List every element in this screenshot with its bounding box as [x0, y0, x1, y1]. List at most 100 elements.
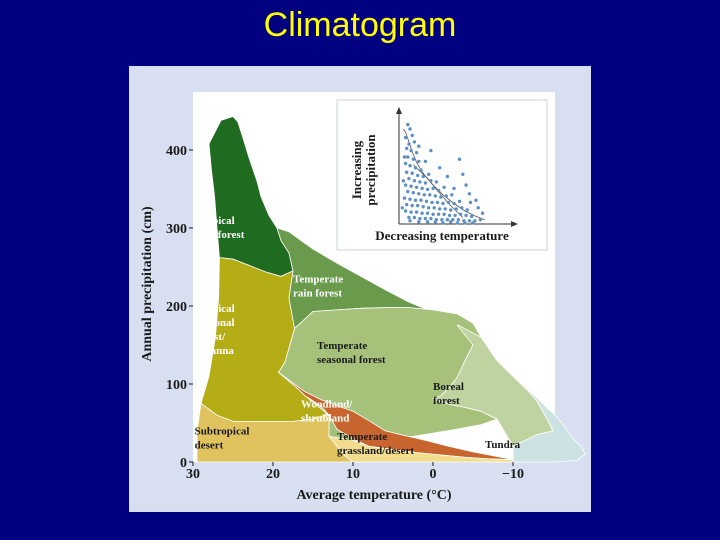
inset-data-point	[440, 218, 444, 222]
region-label-line: Subtropical	[195, 426, 250, 438]
inset-data-point	[433, 220, 437, 224]
inset-data-point	[473, 219, 477, 223]
inset-data-point	[413, 166, 418, 170]
inset-data-point	[427, 172, 431, 176]
inset-data-point	[449, 220, 453, 224]
inset-data-point	[403, 209, 408, 213]
inset-data-point	[414, 185, 419, 189]
inset-data-point	[450, 193, 454, 197]
inset-data-point	[438, 166, 442, 170]
inset-data-point	[425, 220, 430, 224]
region-label-line: Tropical	[195, 215, 234, 227]
region-label-line: rain forest	[195, 229, 244, 241]
inset-data-point	[402, 196, 407, 200]
inset-data-point	[416, 173, 420, 178]
region-temperate-grassland-desert	[328, 435, 514, 463]
y-tick-label: 400	[166, 144, 187, 159]
inset-data-point	[425, 187, 430, 192]
inset-data-point	[447, 213, 452, 218]
inset-data-point	[423, 181, 428, 185]
y-tick-label: 300	[166, 222, 187, 237]
climatogram-figure: Tropical rain forest Tropical seasonal fores…	[129, 66, 591, 512]
inset-data-point	[465, 208, 469, 212]
region-label-line: Boreal	[433, 381, 464, 393]
inset-data-point	[428, 193, 432, 197]
region-label-line: shrubland	[301, 412, 349, 424]
inset-data-point	[409, 184, 413, 188]
region-label-line: Temperate	[337, 431, 387, 443]
inset-data-point	[412, 179, 417, 183]
inset-data-point	[421, 205, 425, 209]
inset-data-point	[427, 206, 431, 210]
inset-data-point	[467, 192, 472, 196]
region-label-line: savanna	[195, 345, 234, 357]
inset-data-point	[425, 211, 430, 215]
inset-data-point	[461, 172, 465, 176]
inset-data-point	[454, 207, 458, 211]
inset-data-point	[464, 183, 468, 187]
climatogram-chart: Tropical rain forest Tropical seasonal fores…	[140, 92, 586, 503]
inset-data-point	[422, 193, 426, 197]
inset-y-label: Increasing	[349, 140, 364, 199]
region-label-line: Temperate	[317, 340, 367, 352]
inset-data-point	[420, 211, 424, 215]
region-label-line: Tropical	[195, 303, 234, 315]
inset-data-point	[431, 212, 435, 216]
inset-data-point	[412, 140, 417, 144]
inset-data-point	[406, 155, 410, 159]
inset-data-point	[455, 221, 459, 225]
inset-data-point	[403, 183, 408, 187]
inset-data-point	[443, 207, 447, 211]
inset-data-point	[442, 185, 446, 189]
inset-data-point	[416, 203, 420, 208]
inset-data-point	[445, 174, 450, 179]
region-label-tropical-seasonal-forest-savanna: Tropical seasonal forest/savanna	[195, 303, 234, 357]
inset-data-point	[418, 180, 422, 184]
slide-title: Climatogram	[263, 6, 457, 44]
region-label-line: forest	[433, 395, 460, 407]
inset-data-point	[417, 220, 421, 224]
inset-y-arrow	[396, 107, 402, 114]
inset-data-point	[406, 122, 410, 127]
inset-data-point	[423, 159, 428, 164]
inset-data-point	[423, 216, 428, 221]
inset-data-point	[434, 180, 439, 184]
inset-data-point	[441, 221, 445, 225]
inset-data-point	[476, 206, 480, 210]
inset-data-point	[446, 200, 451, 205]
region-label-line: Temperate	[293, 274, 343, 286]
inset-data-point	[419, 198, 423, 202]
inset-data-point	[407, 215, 411, 220]
inset-data-point	[408, 219, 412, 223]
inset-data-point	[405, 146, 409, 151]
inset-data-point	[424, 199, 429, 203]
region-label-subtropical-desert: Subtropical desert	[195, 426, 250, 452]
inset-data-point	[436, 212, 441, 216]
inset-x-label: Decreasing temperature	[375, 228, 509, 243]
inset-data-point	[480, 211, 485, 215]
inset-data-point	[408, 127, 412, 131]
y-tick-label: 0	[180, 456, 187, 471]
region-label-line: grassland/desert	[337, 445, 414, 457]
region-label-tropical-rain-forest: Tropical rain forest	[195, 215, 244, 241]
inset-data-point	[468, 200, 473, 205]
inset-data-point	[467, 219, 472, 223]
inset-data-point	[449, 208, 453, 212]
inset-data-point	[409, 210, 413, 214]
inset-data-point	[441, 201, 445, 206]
inset-data-point	[410, 171, 414, 175]
inset-data-point	[421, 174, 425, 179]
region-label-temperate-grassland-desert: Temperate grassland/desert	[337, 431, 414, 457]
inset-data-point	[435, 200, 440, 205]
inset-data-point	[451, 218, 455, 222]
inset-data-point	[402, 155, 407, 159]
inset-data-point	[464, 213, 468, 218]
inset-data-point	[407, 176, 411, 181]
inset-data-point	[439, 195, 443, 199]
inset-data-point	[410, 203, 414, 208]
inset-data-point	[406, 189, 410, 194]
inset-data-point	[411, 157, 415, 161]
biome-labels: Tropical rain forest Tropical seasonal fores…	[195, 215, 521, 457]
region-label-line: forest/	[195, 331, 226, 343]
